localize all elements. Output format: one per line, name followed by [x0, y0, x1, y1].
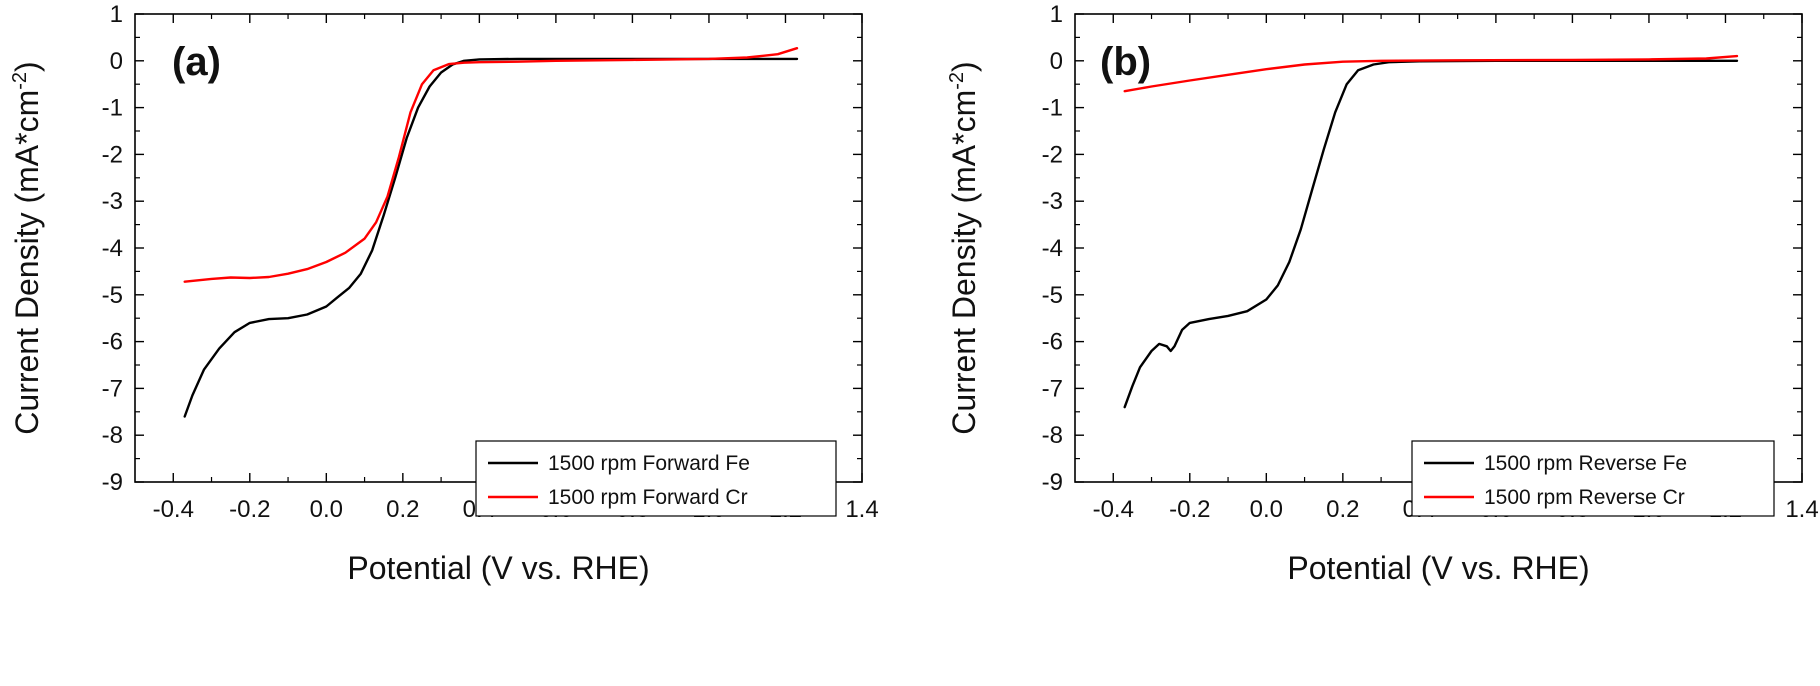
x-axis-title: Potential (V vs. RHE) — [347, 550, 649, 586]
panel-label: (b) — [1100, 40, 1151, 84]
legend: 1500 rpm Forward Fe 1500 rpm Forward Cr — [475, 440, 837, 517]
y-tick-label: -2 — [1042, 141, 1063, 168]
y-tick-label: -9 — [1042, 469, 1063, 496]
legend-box — [475, 440, 837, 517]
x-tick-label: 0.0 — [1250, 496, 1283, 523]
y-tick-label: -1 — [102, 95, 123, 122]
y-axis-title: Current Density (mA*cm-2) — [946, 61, 982, 434]
legend-label: 1500 rpm Forward Fe — [548, 452, 750, 475]
y-tick-label: -8 — [102, 422, 123, 449]
series-line-2 — [1123, 54, 1739, 93]
y-tick-label: -9 — [102, 469, 123, 496]
chart-panel-1: -0.4-0.20.00.20.40.60.81.01.21.410-1-2-3… — [9, 1, 879, 586]
x-tick-label: 0.0 — [310, 496, 343, 523]
y-tick-label: 1 — [110, 1, 123, 28]
x-axis-title: Potential (V vs. RHE) — [1287, 550, 1589, 586]
plot-frame — [1074, 13, 1803, 483]
y-tick-label: -2 — [102, 141, 123, 168]
x-tick-label: 0.2 — [386, 496, 419, 523]
y-tick-label: -4 — [1042, 235, 1063, 262]
legend-box — [1411, 440, 1775, 517]
y-tick-label: -5 — [102, 282, 123, 309]
x-tick-label: -0.2 — [229, 496, 270, 523]
x-tick-label: 1.4 — [845, 496, 878, 523]
y-tick-label: -8 — [1042, 422, 1063, 449]
legend-label: 1500 rpm Reverse Fe — [1484, 452, 1687, 475]
x-tick-label: -0.4 — [1093, 496, 1134, 523]
series-line-1 — [183, 57, 799, 418]
y-tick-label: -6 — [1042, 329, 1063, 356]
y-tick-label: -3 — [102, 188, 123, 215]
legend-label: 1500 rpm Forward Cr — [548, 486, 748, 509]
y-tick-label: -4 — [102, 235, 123, 262]
y-tick-label: -1 — [1042, 95, 1063, 122]
y-tick-label: -6 — [102, 329, 123, 356]
y-tick-label: 1 — [1050, 1, 1063, 28]
y-axis-title: Current Density (mA*cm-2) — [9, 61, 45, 434]
y-tick-label: -5 — [1042, 282, 1063, 309]
x-tick-label: -0.2 — [1169, 496, 1210, 523]
series-line-2 — [183, 47, 799, 283]
x-tick-label: 1.4 — [1785, 496, 1818, 523]
x-tick-label: 0.2 — [1326, 496, 1359, 523]
x-tick-label: -0.4 — [153, 496, 194, 523]
y-tick-label: -3 — [1042, 188, 1063, 215]
series-line-1 — [1123, 59, 1739, 409]
chart-panel-2: -0.4-0.20.00.20.40.60.81.01.21.410-1-2-3… — [946, 1, 1819, 586]
y-tick-label: 0 — [1050, 48, 1063, 75]
plot-frame — [134, 13, 863, 483]
panel-label: (a) — [172, 40, 221, 84]
y-tick-label: 0 — [110, 48, 123, 75]
y-tick-label: -7 — [1042, 375, 1063, 402]
legend: 1500 rpm Reverse Fe 1500 rpm Reverse Cr — [1411, 440, 1775, 517]
y-tick-label: -7 — [102, 375, 123, 402]
legend-label: 1500 rpm Reverse Cr — [1484, 486, 1685, 509]
